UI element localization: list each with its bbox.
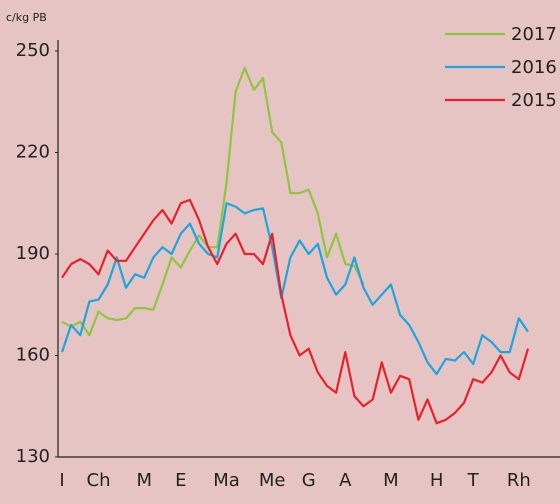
y-tick-label: 250 (16, 40, 50, 61)
x-tick-label: G (302, 470, 316, 491)
x-tick-label: Me (259, 470, 286, 491)
x-tick-label: E (175, 470, 186, 491)
x-tick-label: M (136, 470, 152, 491)
y-axis-label: c/kg PB (6, 11, 47, 24)
x-tick-label: A (339, 470, 352, 491)
y-tick-label: 130 (16, 446, 50, 467)
x-tick-label: H (430, 470, 444, 491)
x-tick-label: M (383, 470, 399, 491)
series-line (61, 66, 365, 337)
x-tick-label: Ch (87, 470, 111, 491)
series-line (60, 202, 529, 376)
legend-label: 2015 (511, 90, 557, 111)
x-tick-label: Ma (213, 470, 240, 491)
x-tick-label: T (467, 470, 480, 491)
series-line (61, 198, 530, 425)
legend-label: 2016 (511, 57, 557, 78)
x-tick-label: Rh (507, 470, 531, 491)
legend-label: 2017 (511, 24, 557, 45)
y-tick-label: 190 (16, 243, 50, 264)
y-tick-label: 220 (16, 142, 50, 163)
y-tick-label: 160 (16, 345, 50, 366)
x-tick-label: I (59, 470, 64, 491)
